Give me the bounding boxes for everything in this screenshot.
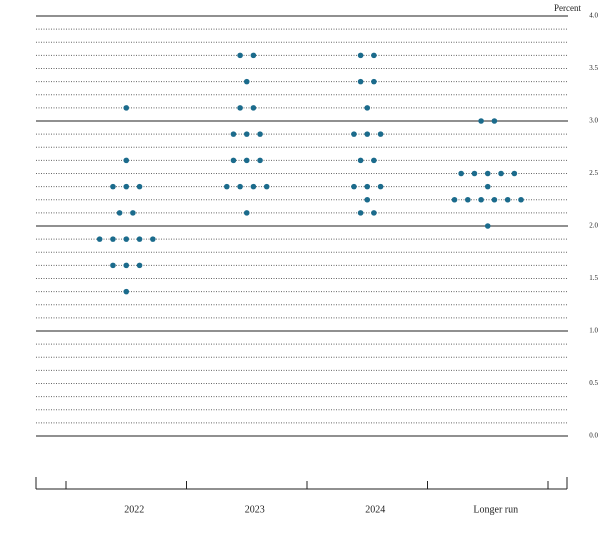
dot xyxy=(357,78,364,85)
dot xyxy=(263,183,270,190)
y-tick-label: 0.0 xyxy=(589,432,598,440)
dot xyxy=(504,196,511,203)
dot xyxy=(237,52,243,59)
dot xyxy=(237,105,243,111)
dot xyxy=(351,131,357,137)
dot xyxy=(136,236,143,242)
dot xyxy=(491,118,498,124)
dot xyxy=(136,262,143,269)
dot xyxy=(371,52,377,59)
dot xyxy=(478,118,484,124)
y-tick-label: 3.0 xyxy=(589,117,598,125)
dot xyxy=(257,131,263,137)
y-tick-label: 2.5 xyxy=(589,169,598,177)
dot xyxy=(230,157,237,164)
dot xyxy=(110,183,116,190)
dot xyxy=(250,105,257,111)
x-tick-label: Longer run xyxy=(473,504,518,515)
dot xyxy=(116,210,123,216)
dot xyxy=(123,262,130,269)
dot xyxy=(371,210,377,216)
dot xyxy=(465,196,471,203)
dot xyxy=(364,131,371,137)
dot xyxy=(491,196,498,203)
dot xyxy=(351,183,357,190)
unit-label: Percent xyxy=(554,3,581,13)
y-tick-label: 0.5 xyxy=(589,379,598,387)
dot xyxy=(243,210,250,216)
dot xyxy=(478,196,484,203)
dot xyxy=(518,196,524,203)
dot xyxy=(364,196,371,203)
dot xyxy=(471,170,478,177)
dot xyxy=(150,236,156,242)
dot xyxy=(357,210,364,216)
dot xyxy=(364,105,371,111)
dot xyxy=(123,157,130,164)
dot xyxy=(484,183,491,190)
dot xyxy=(371,157,377,164)
dot xyxy=(458,170,464,177)
y-tick-label: 3.5 xyxy=(589,64,598,72)
dot xyxy=(123,288,130,295)
dot xyxy=(451,196,458,203)
x-tick-label: 2023 xyxy=(245,504,265,515)
dot xyxy=(257,157,263,164)
dot xyxy=(377,131,384,137)
dot xyxy=(243,131,250,137)
dot xyxy=(250,183,257,190)
dot xyxy=(357,157,364,164)
x-tick-label: 2022 xyxy=(124,504,144,515)
dot xyxy=(250,52,257,59)
dot xyxy=(130,210,136,216)
dot xyxy=(110,236,116,242)
dot xyxy=(357,52,364,59)
dot xyxy=(498,170,504,177)
dot xyxy=(243,157,250,164)
y-tick-label: 4.0 xyxy=(589,12,598,20)
dot xyxy=(110,262,116,269)
dot xyxy=(364,183,371,190)
dot xyxy=(123,236,130,242)
dot xyxy=(484,170,491,177)
x-tick-label: 2024 xyxy=(365,504,385,515)
dot xyxy=(224,183,230,190)
y-tick-label: 1.0 xyxy=(589,327,598,335)
dot xyxy=(230,131,237,137)
dot xyxy=(243,78,250,85)
dot xyxy=(511,170,518,177)
dot xyxy=(123,105,130,111)
dot xyxy=(123,183,130,190)
dot xyxy=(237,183,243,190)
dot xyxy=(377,183,384,190)
dot xyxy=(371,78,377,85)
y-tick-label: 1.5 xyxy=(589,274,598,282)
dot xyxy=(96,236,103,242)
y-tick-label: 2.0 xyxy=(589,222,598,230)
dot xyxy=(484,223,491,229)
dot xyxy=(136,183,143,190)
